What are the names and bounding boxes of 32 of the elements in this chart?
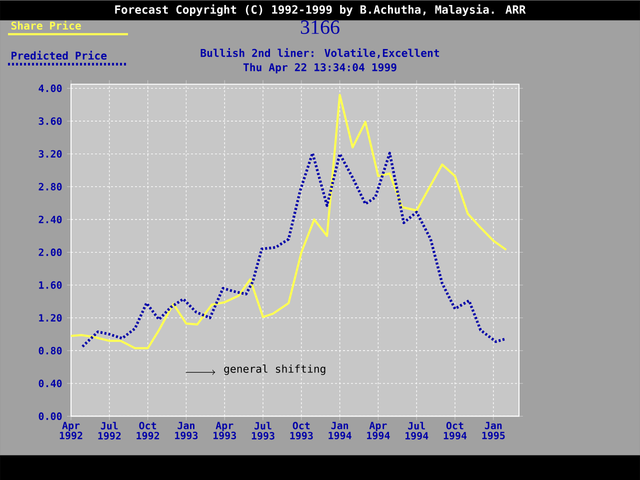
text: Predicted Price: [12, 50, 107, 60]
y-tick-label: 0.00: [38, 412, 62, 420]
x-tick-label: Jan 1995: [482, 422, 505, 440]
y-tick-label: 4.00: [38, 84, 62, 92]
text: Thu Apr 22 13:34:04 1999: [243, 62, 396, 74]
annotation: general shifting: [224, 364, 326, 375]
chart-subtitle: Bullish 2nd liner: Volatile,Excellent: [200, 48, 440, 58]
y-tick-label: 2.00: [38, 248, 62, 256]
y-tick-label: 0.40: [38, 380, 62, 388]
y-tick-label: 3.60: [38, 117, 62, 125]
x-tick-label: Apr 1993: [213, 422, 236, 440]
x-tick-label: Jul 1992: [98, 422, 121, 440]
x-tick-label: Apr 1994: [367, 422, 390, 440]
line-series: [70, 94, 508, 350]
chart-title: 3166: [300, 20, 340, 34]
x-tick-label: Jan 1994: [328, 422, 352, 440]
x-tick-label: Jul 1994: [405, 422, 428, 440]
x-tick-label: Jul 1993: [252, 422, 274, 440]
x-tick-label: Apr 1992: [60, 422, 82, 440]
y-tick-label: 2.80: [38, 182, 62, 190]
y-tick-label: 3.20: [38, 150, 62, 158]
y-tick-label: 1.60: [39, 281, 62, 289]
x-tick-label: Oct 1994: [444, 422, 467, 440]
line-series: [81, 152, 506, 348]
x-tick-label: Jan 1993: [175, 422, 198, 440]
text: Share Price: [11, 20, 81, 30]
y-tick-label: 2.40: [38, 216, 62, 224]
x-tick-label: Oct 1992: [136, 422, 160, 440]
text: Forecast Copyright (C) 1992-1999 by B.Achutha, Malaysia. ARR: [115, 4, 526, 16]
y-tick-label: 1.20: [39, 314, 62, 322]
y-tick-label: 0.80: [38, 346, 62, 354]
x-tick-label: Oct 1993: [290, 422, 313, 440]
